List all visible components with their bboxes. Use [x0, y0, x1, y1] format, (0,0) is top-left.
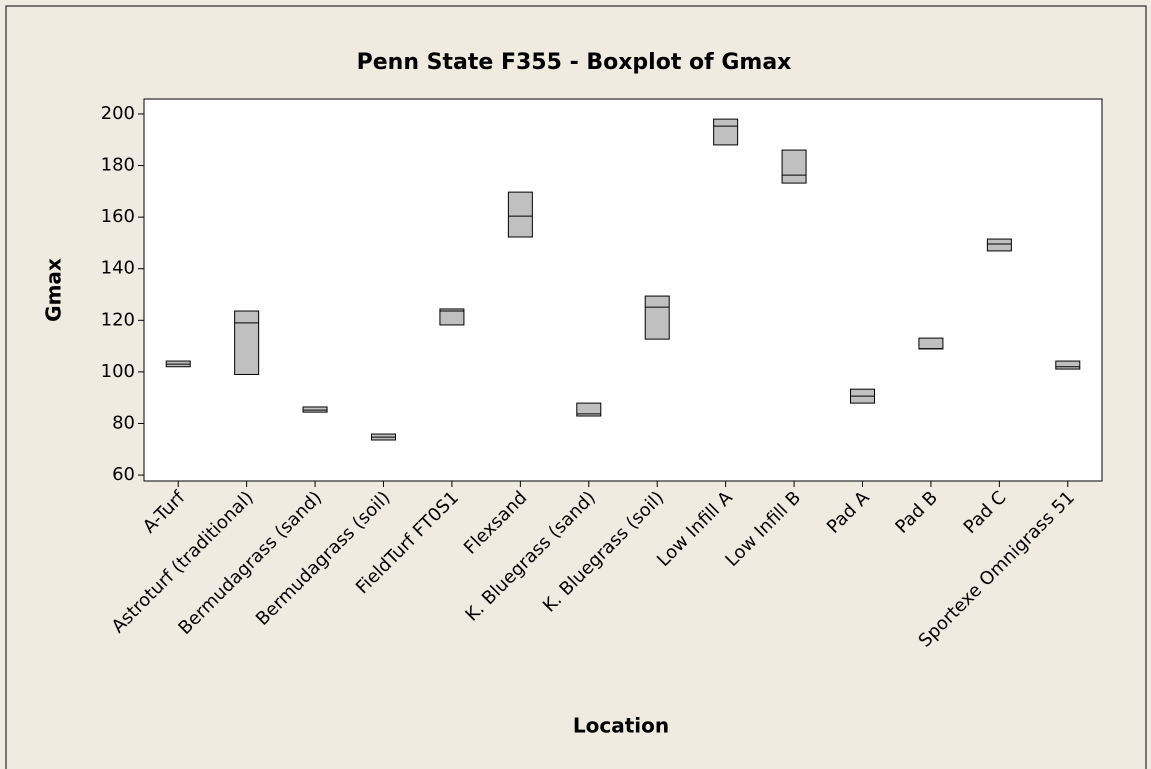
y-axis-label: Gmax — [42, 258, 66, 322]
y-tick-label: 60 — [112, 464, 135, 485]
box — [439, 308, 465, 326]
box — [644, 295, 670, 340]
box — [1055, 360, 1081, 370]
box — [576, 402, 602, 417]
x-axis-label: Location — [573, 714, 669, 738]
box — [713, 118, 739, 146]
y-tick-label: 200 — [101, 103, 135, 124]
y-tick-label: 140 — [101, 258, 135, 279]
y-tick-label: 160 — [101, 206, 135, 227]
plot-area — [143, 98, 1103, 482]
box — [918, 337, 944, 350]
box — [986, 238, 1012, 252]
y-tick-label: 80 — [112, 412, 135, 433]
box — [781, 149, 807, 184]
y-tick-label: 100 — [101, 361, 135, 382]
y-tick-label: 120 — [101, 309, 135, 330]
box — [234, 310, 260, 375]
y-tick-label: 180 — [101, 155, 135, 176]
chart-title: Penn State F355 - Boxplot of Gmax — [357, 50, 792, 75]
box — [507, 191, 533, 238]
box — [302, 406, 328, 413]
frame — [5, 5, 1147, 769]
